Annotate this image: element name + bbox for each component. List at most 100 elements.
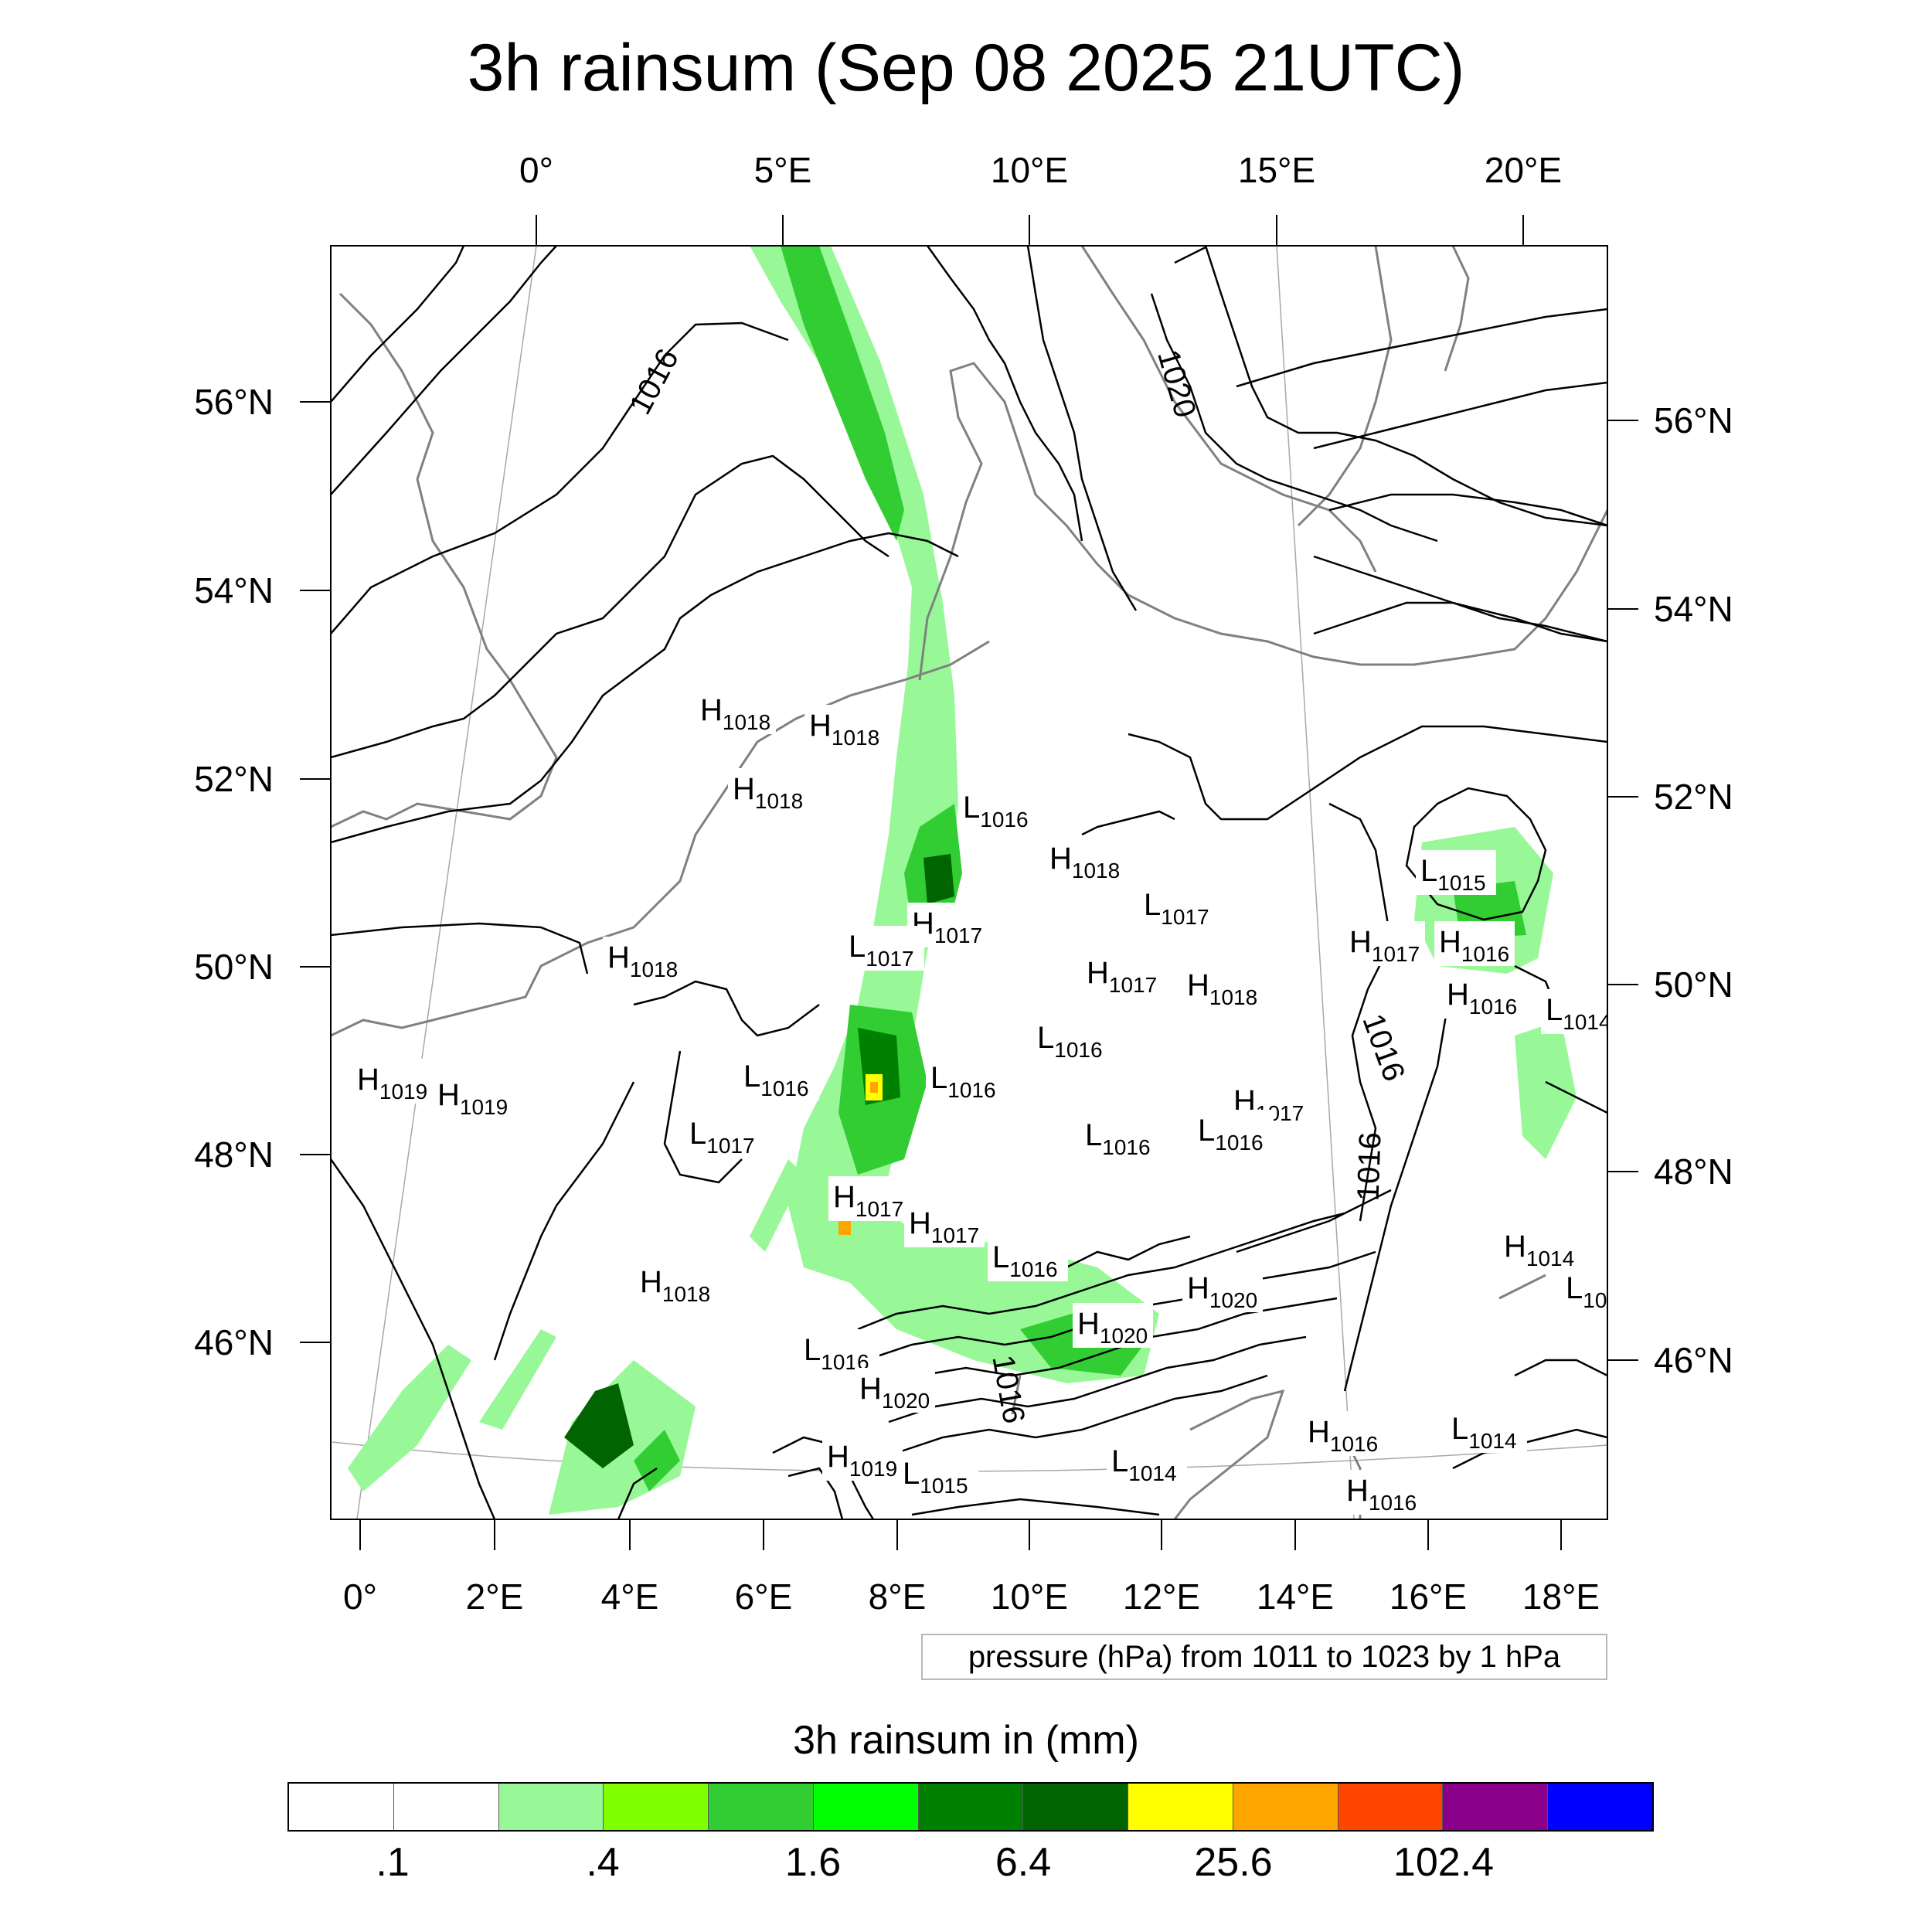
right-lat-label: 48°N <box>1654 1151 1733 1192</box>
rain-max-cell-edge <box>870 1082 878 1093</box>
pressure-center-background <box>1082 952 1162 997</box>
pressure-center-background <box>1182 1267 1263 1312</box>
colorbar-swatch <box>918 1784 1024 1830</box>
high-pressure-center: H1020 <box>1187 1271 1257 1312</box>
low-pressure-center: L1016 <box>1037 1021 1103 1062</box>
pressure-center-background <box>1499 1226 1580 1270</box>
top-lon-label: 20°E <box>1485 150 1562 190</box>
colorbar-swatch <box>1023 1784 1129 1830</box>
high-pressure-center: H1016 <box>1308 1415 1378 1456</box>
left-lat-label: 50°N <box>194 947 274 987</box>
pressure-center-background <box>1193 1110 1274 1155</box>
rain-france <box>750 1159 804 1252</box>
bottom-longitude-axis: 0° 2°E 4°E 6°E 8°E 10°E 12°E 14°E 16°E 1… <box>343 1519 1600 1617</box>
bottom-lon-label: 4°E <box>601 1577 659 1617</box>
top-lon-label: 10°E <box>991 150 1068 190</box>
pressure-center-background <box>1442 974 1522 1019</box>
right-latitude-axis: 56°N 54°N 52°N 50°N 48°N 46°N <box>1607 400 1733 1380</box>
high-pressure-center: H1017 <box>909 1206 979 1247</box>
high-pressure-center: H1019 <box>357 1063 427 1104</box>
pressure-center-background <box>696 689 776 734</box>
pressure-center-background <box>1107 1440 1187 1485</box>
pressure-center-background <box>855 1368 935 1413</box>
colorbar-swatch <box>1548 1784 1652 1830</box>
high-pressure-center: H1018 <box>640 1265 710 1306</box>
high-pressure-center: H1017 <box>833 1180 903 1221</box>
pressure-center-background <box>804 705 885 750</box>
high-pressure-center: H1018 <box>1187 968 1257 1009</box>
low-pressure-center: L1016 <box>1198 1114 1264 1155</box>
pressure-center-background <box>904 1202 985 1247</box>
pressure-center-background <box>1447 1408 1527 1453</box>
right-lat-label: 54°N <box>1654 589 1733 629</box>
pressure-center-background <box>844 926 924 971</box>
colorbar-swatch <box>498 1784 604 1830</box>
bottom-lon-label: 6°E <box>735 1577 793 1617</box>
colorbar-label: .1 <box>376 1840 410 1885</box>
left-lat-label: 54°N <box>194 570 274 611</box>
pressure-centers: H1018 H1018 H1018 L1016 H1018 L1017 H1017 L1017… <box>352 689 1607 1515</box>
left-lat-label: 48°N <box>194 1134 274 1175</box>
pressure-center-background <box>433 1074 513 1119</box>
colorbar-swatch <box>709 1784 814 1830</box>
colorbar-swatch <box>1443 1784 1549 1830</box>
colorbar-label: 25.6 <box>1194 1840 1273 1885</box>
pressure-center-background <box>926 1057 1006 1102</box>
bottom-lon-label: 18°E <box>1522 1577 1600 1617</box>
colorbar-label: 102.4 <box>1393 1840 1495 1885</box>
bottom-lon-label: 12°E <box>1123 1577 1200 1617</box>
low-pressure-center: L1017 <box>849 930 914 971</box>
right-lat-label: 56°N <box>1654 400 1733 440</box>
low-pressure-center: L1016 <box>992 1240 1058 1281</box>
pressure-center-background <box>1182 964 1263 1009</box>
pressure-center-background <box>828 1176 909 1221</box>
pressure-center-background <box>1080 1114 1161 1159</box>
colorbar-swatch <box>1338 1784 1444 1830</box>
rain-band-north-core <box>781 246 904 541</box>
pressure-center-background <box>1345 921 1425 966</box>
top-lon-label: 5°E <box>754 150 812 190</box>
high-pressure-center: H1018 <box>1049 842 1120 883</box>
high-pressure-center: H1018 <box>733 772 803 813</box>
high-pressure-center: H1016 <box>1346 1474 1417 1515</box>
high-pressure-center: H1020 <box>859 1372 930 1413</box>
pressure-center-background <box>635 1261 716 1306</box>
low-pressure-center: L1015 <box>1420 854 1486 895</box>
pressure-center-background <box>1541 989 1607 1034</box>
bottom-lon-label: 8°E <box>869 1577 927 1617</box>
top-lon-label: 15°E <box>1238 150 1315 190</box>
colorbar-label: 1.6 <box>784 1840 842 1885</box>
low-pressure-center: L1014 <box>1111 1444 1177 1485</box>
low-pressure-center: L1017 <box>1144 888 1209 929</box>
high-pressure-center: H1019 <box>437 1078 508 1119</box>
low-pressure-center: L1016 <box>743 1060 809 1100</box>
right-lat-label: 52°N <box>1654 777 1733 817</box>
high-pressure-center: H1016 <box>1439 925 1509 966</box>
rain-max-cell-2 <box>838 1221 851 1235</box>
top-lon-label: 0° <box>519 150 553 190</box>
high-pressure-center: H1020 <box>1077 1307 1148 1348</box>
left-lat-label: 52°N <box>194 759 274 799</box>
low-pressure-center: L1015 <box>903 1457 968 1498</box>
pressure-center-background <box>1416 850 1496 895</box>
top-longitude-axis: 0° 5°E 10°E 15°E 20°E <box>519 150 1562 246</box>
bottom-lon-label: 10°E <box>991 1577 1068 1617</box>
colorbar-label: .4 <box>586 1840 620 1885</box>
isobar-label: 1016 <box>1351 1131 1387 1201</box>
pressure-center-background <box>1561 1267 1607 1312</box>
pressure-center-background <box>822 1436 903 1481</box>
rain-heavy-germany <box>923 854 954 904</box>
colorbar-swatch <box>604 1784 709 1830</box>
low-pressure-center: L1016 <box>930 1061 996 1102</box>
high-pressure-center: H1016 <box>1447 978 1517 1019</box>
colorbar-swatch <box>289 1784 394 1830</box>
colorbar-swatch <box>393 1784 499 1830</box>
pressure-center-background <box>685 1113 765 1158</box>
pressure-center-background <box>1139 884 1219 929</box>
high-pressure-center: H1018 <box>700 693 770 734</box>
bottom-lon-label: 14°E <box>1257 1577 1334 1617</box>
pressure-center-background <box>728 768 808 813</box>
rain-southwest <box>348 1345 471 1492</box>
low-pressure-center: L1016 <box>963 791 1029 832</box>
